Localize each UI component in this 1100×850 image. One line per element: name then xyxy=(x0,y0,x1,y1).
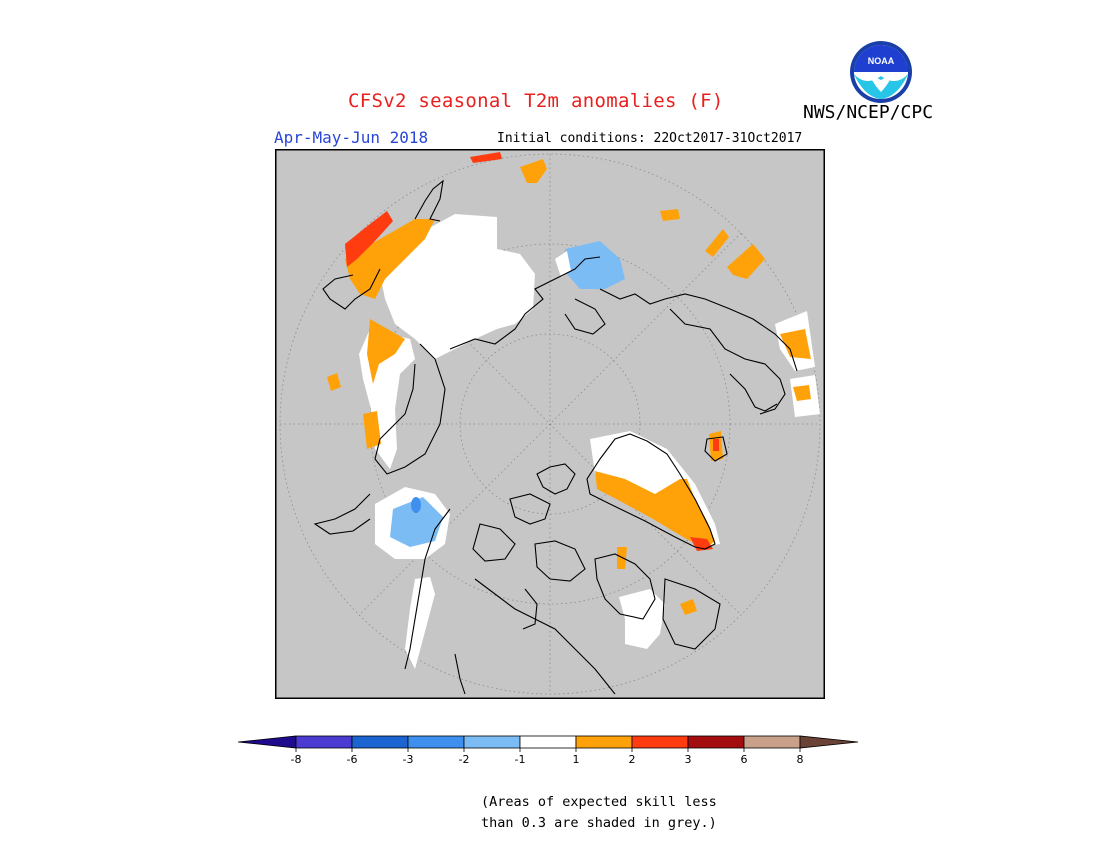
colorbar-bin xyxy=(631,735,689,749)
colorbar-bin-high-arrow xyxy=(799,735,859,749)
noaa-logo-text: NOAA xyxy=(868,56,895,66)
agency-label: NWS/NCEP/CPC xyxy=(803,102,934,123)
colorbar-tick-label: -6 xyxy=(347,753,358,766)
skill-note: (Areas of expected skill less than 0.3 a… xyxy=(481,792,717,834)
colorbar: -8 -6 -3 -2 -1 1 2 3 6 8 xyxy=(238,735,859,766)
colorbar-tick-label: 3 xyxy=(685,753,692,766)
colorbar-tick-label: 8 xyxy=(797,753,804,766)
skill-note-line-1: (Areas of expected skill less xyxy=(481,794,717,810)
map-title: CFSv2 seasonal T2m anomalies (F) xyxy=(348,90,724,112)
colorbar-tick-label: -8 xyxy=(291,753,302,766)
anomaly-region-siberia xyxy=(327,152,765,469)
colorbar-bin-low-arrow xyxy=(238,735,297,749)
initial-conditions-label: Initial conditions: 22Oct2017-31Oct2017 xyxy=(497,131,803,146)
colorbar-bin xyxy=(463,735,521,749)
skill-note-line-2: than 0.3 are shaded in grey.) xyxy=(481,815,717,831)
colorbar-tick-label: 6 xyxy=(741,753,748,766)
colorbar-tick-label: -3 xyxy=(403,753,414,766)
colorbar-bin xyxy=(407,735,465,749)
colorbar-tick-label: -1 xyxy=(515,753,526,766)
colorbar-bin xyxy=(519,735,577,749)
anomaly-region-europe xyxy=(555,241,820,417)
colorbar-tick-label: 1 xyxy=(573,753,580,766)
colorbar-bin xyxy=(575,735,633,749)
map-frame xyxy=(275,149,825,699)
polar-anomaly-map xyxy=(275,149,825,699)
colorbar-bin xyxy=(351,735,409,749)
noaa-logo: NOAA xyxy=(850,41,912,103)
colorbar-bin xyxy=(687,735,745,749)
colorbar-bin xyxy=(295,735,353,749)
coastlines xyxy=(313,179,798,695)
season-label: Apr-May-Jun 2018 xyxy=(274,128,429,147)
colorbar-bin xyxy=(743,735,801,749)
colorbar-tick-label: -2 xyxy=(459,753,470,766)
colorbar-tick-label: 2 xyxy=(629,753,636,766)
